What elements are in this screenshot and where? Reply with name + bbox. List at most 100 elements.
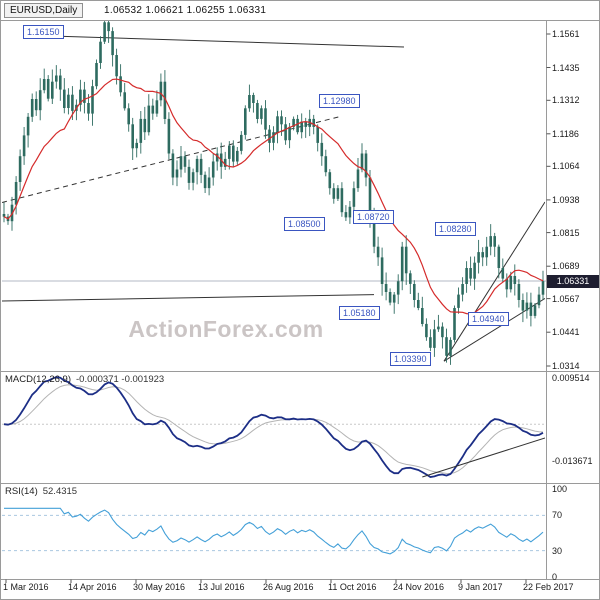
candle (316, 124, 319, 152)
candle (26, 113, 30, 148)
candle (485, 236, 488, 266)
rsi-line (4, 507, 544, 555)
candle (481, 247, 484, 267)
candle (489, 224, 492, 256)
candle (356, 158, 360, 192)
candle (167, 112, 171, 160)
candle (300, 113, 303, 139)
panel-separators (1, 20, 599, 580)
candle (437, 314, 440, 332)
rsi-value: 52.4315 (42, 486, 78, 497)
candle (147, 94, 151, 136)
candle (111, 27, 114, 67)
rsi-name: RSI(14) (5, 486, 38, 497)
candle (252, 92, 255, 113)
candle (18, 149, 22, 191)
candle (332, 183, 336, 204)
candle (236, 147, 239, 165)
candle (131, 117, 134, 160)
candle (199, 153, 203, 184)
candle (175, 160, 179, 187)
candle (384, 272, 388, 301)
candle (272, 126, 275, 151)
candle (155, 90, 159, 117)
candle (340, 182, 344, 217)
candle (348, 201, 352, 224)
candle (537, 286, 541, 309)
candle (34, 91, 38, 116)
candle (228, 141, 231, 170)
candle (457, 287, 460, 314)
macd-values: -0.000371 -0.001923 (76, 374, 165, 385)
candle (159, 73, 163, 107)
candle (513, 264, 517, 296)
candle (38, 78, 42, 121)
candle (493, 232, 496, 257)
candle (103, 21, 106, 44)
symbol-tab[interactable]: EURUSD,Daily (4, 3, 84, 18)
candle (143, 106, 147, 140)
candle (127, 103, 130, 132)
candle (215, 147, 219, 171)
candle (529, 292, 533, 327)
candle (248, 84, 251, 112)
candle (14, 176, 18, 215)
candle (461, 277, 464, 302)
candle (79, 79, 82, 112)
candle (183, 151, 187, 173)
macd-label: MACD(12,26,9) -0.000371 -0.001923 (5, 374, 164, 385)
candle (425, 318, 428, 341)
candle (203, 171, 207, 193)
candle (541, 270, 545, 300)
candle (292, 116, 295, 131)
candle (413, 280, 416, 308)
candle (139, 111, 143, 154)
candle (55, 65, 58, 89)
candle (352, 181, 356, 214)
candle (83, 81, 86, 114)
candle (67, 88, 70, 115)
candle (324, 149, 328, 177)
candle (465, 261, 468, 293)
title-bar: EURUSD,Daily 1.06532 1.06621 1.06255 1.0… (1, 1, 599, 20)
candle (87, 94, 90, 121)
candle (91, 79, 94, 126)
candle (187, 159, 191, 190)
candle (344, 205, 348, 221)
candle (195, 155, 199, 185)
candle (284, 117, 287, 145)
macd-trendline (422, 437, 545, 478)
candle (417, 292, 420, 311)
candle (409, 270, 412, 294)
ohlc-readout: 1.06532 1.06621 1.06255 1.06331 (104, 5, 267, 16)
candle (336, 185, 340, 201)
candle (42, 68, 46, 94)
candle (388, 288, 392, 306)
ma-line (3, 78, 544, 315)
candle (328, 169, 332, 195)
candle (453, 305, 456, 343)
candle (135, 138, 138, 158)
x-axis-ticks (5, 579, 527, 583)
candle (497, 244, 501, 279)
candle (232, 140, 235, 168)
candle (244, 105, 247, 140)
watermark: ActionForex.com (128, 316, 324, 342)
candle (59, 68, 62, 101)
candle (449, 337, 452, 365)
candle (505, 273, 509, 298)
candle (400, 241, 404, 291)
candle (296, 114, 299, 135)
candle (99, 36, 102, 69)
macd-line (3, 376, 544, 478)
candle (30, 93, 34, 122)
candle (521, 293, 525, 323)
candle (151, 98, 155, 120)
candle (163, 70, 167, 125)
candle (421, 296, 424, 327)
candle (433, 319, 436, 357)
candle (191, 168, 195, 191)
candle (404, 235, 408, 285)
